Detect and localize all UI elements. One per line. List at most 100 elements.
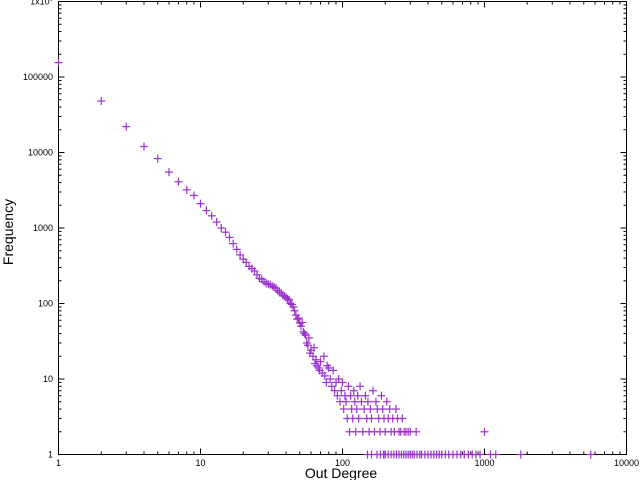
data-point [391, 405, 400, 414]
data-point [164, 168, 173, 177]
data-point [356, 382, 365, 391]
data-point [268, 282, 277, 291]
y-tick-label-text: 100 [38, 299, 53, 309]
x-tick-label: 10000 [614, 458, 639, 468]
data-point [361, 391, 370, 400]
data-point [182, 185, 191, 194]
data-point [221, 228, 230, 237]
data-point [324, 363, 333, 372]
data-point [491, 450, 500, 459]
data-point [285, 295, 294, 304]
data-point [329, 366, 338, 375]
data-point [351, 427, 360, 436]
data-point [290, 306, 299, 315]
data-point [207, 211, 216, 220]
data-point [326, 375, 335, 383]
y-tick-label: 10000 [28, 148, 53, 158]
data-point [212, 218, 221, 227]
data-point [337, 386, 346, 395]
data-point [412, 427, 421, 436]
y-axis-title: Frequency [0, 199, 16, 265]
data-point [229, 239, 238, 248]
y-axis-ticks: 1 10 100 1000 10000 100000 1x106 [23, 0, 627, 460]
data-point [334, 375, 343, 383]
data-point [322, 378, 331, 387]
data-point [516, 450, 525, 459]
data-point [97, 97, 106, 106]
data-point [232, 245, 241, 254]
data-point [311, 355, 320, 364]
y-tick-label: 1x106 [30, 0, 54, 7]
y-tick-label-text: 10000 [28, 148, 53, 158]
data-point [316, 357, 325, 366]
x-tick-label: 100 [335, 458, 350, 468]
x-tick-label: 1 [56, 458, 61, 468]
data-points [54, 58, 595, 459]
data-point [367, 414, 376, 423]
y-tick-label-exponent: 6 [50, 0, 54, 3]
data-point [586, 450, 595, 459]
data-point [122, 122, 131, 131]
data-point [196, 199, 205, 208]
x-tick-label: 1000 [474, 458, 494, 468]
data-point [371, 397, 380, 406]
data-point [153, 154, 162, 163]
data-point [398, 414, 407, 423]
plot-frame [58, 1, 627, 455]
x-axis-ticks: 1 10 100 1000 10000 [56, 1, 639, 468]
y-tick-label-text: 1 [48, 450, 53, 460]
x-tick-label: 10 [195, 458, 205, 468]
data-point [350, 397, 359, 406]
y-tick-label-text: 1000 [33, 223, 53, 233]
data-point [377, 391, 386, 400]
y-tick-label-text: 1x10 [30, 0, 50, 7]
data-point [296, 322, 305, 331]
data-point [304, 333, 313, 342]
data-point [319, 352, 328, 361]
data-point [327, 382, 336, 391]
data-point [338, 378, 347, 387]
data-point [289, 302, 298, 311]
data-point [382, 397, 391, 406]
data-point [139, 142, 148, 151]
data-point [480, 427, 489, 436]
data-point [363, 397, 372, 406]
data-point [174, 177, 183, 186]
data-point [339, 405, 348, 414]
y-tick-label: 100000 [23, 72, 53, 82]
data-point [366, 405, 375, 414]
data-point [344, 382, 353, 391]
data-point [236, 250, 245, 259]
y-tick-label-text: 100000 [23, 72, 53, 82]
y-tick-label: 10 [43, 374, 53, 384]
data-point [303, 341, 312, 350]
data-point [352, 405, 361, 414]
data-point [190, 191, 199, 200]
data-point [54, 58, 63, 67]
data-point [476, 450, 485, 459]
data-point [369, 386, 378, 395]
data-point [349, 386, 358, 395]
data-point [298, 318, 307, 327]
y-tick-label: 1000 [33, 223, 53, 233]
data-point [346, 391, 355, 400]
y-tick-label: 1 [48, 450, 53, 460]
data-point [270, 283, 279, 292]
data-point [342, 397, 351, 406]
data-point [310, 343, 319, 352]
x-axis-title: Out Degree [305, 465, 378, 480]
data-point [310, 359, 319, 368]
y-tick-label-text: 10 [43, 374, 53, 384]
data-point [320, 371, 329, 380]
data-point [354, 414, 363, 423]
data-point [217, 224, 226, 232]
data-point [378, 405, 387, 414]
data-point [225, 233, 234, 242]
data-point [202, 206, 211, 215]
y-tick-label: 100 [38, 299, 53, 309]
data-point [353, 391, 362, 400]
data-point [294, 314, 303, 323]
data-point [333, 391, 342, 400]
data-point [300, 329, 309, 338]
